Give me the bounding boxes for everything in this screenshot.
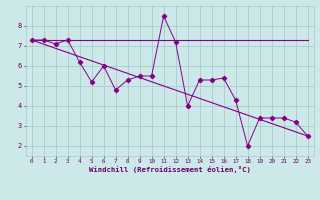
X-axis label: Windchill (Refroidissement éolien,°C): Windchill (Refroidissement éolien,°C) <box>89 166 251 173</box>
